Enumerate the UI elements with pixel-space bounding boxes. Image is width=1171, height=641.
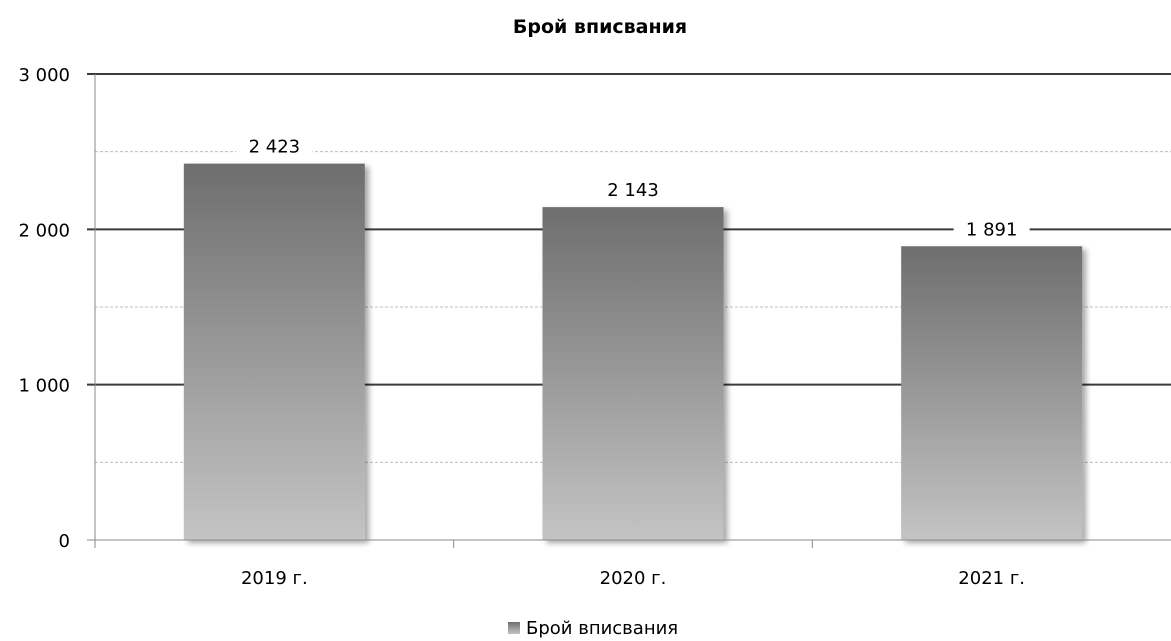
bar — [901, 246, 1083, 541]
data-label-background — [953, 216, 1030, 243]
legend-label: Брой вписвания — [526, 618, 678, 639]
x-tick-label: 2020 г. — [600, 568, 667, 589]
y-tick-label: 3 000 — [18, 65, 70, 86]
legend: Брой вписвания — [508, 618, 678, 639]
data-label: 2 423 — [249, 137, 301, 158]
x-tick-label: 2019 г. — [241, 568, 308, 589]
chart-title: Брой вписвания — [513, 16, 687, 38]
y-tick-label: 0 — [59, 531, 70, 552]
bars — [183, 163, 1083, 541]
y-tick-label: 1 000 — [18, 376, 70, 397]
data-label-background — [236, 133, 313, 160]
data-label-background — [595, 177, 671, 204]
y-tick-label: 2 000 — [18, 220, 70, 241]
bar — [542, 207, 724, 540]
legend-swatch — [508, 622, 520, 634]
data-label: 1 891 — [966, 219, 1018, 240]
data-label: 2 143 — [607, 180, 659, 201]
x-tick-label: 2021 г. — [958, 568, 1025, 589]
bar — [183, 163, 365, 541]
axes: 0 1 000 2 000 3 000 2019 г. 2020 г. 2021 г. — [18, 65, 1171, 589]
data-labels: 2 423 2 143 1 891 — [236, 133, 1030, 243]
